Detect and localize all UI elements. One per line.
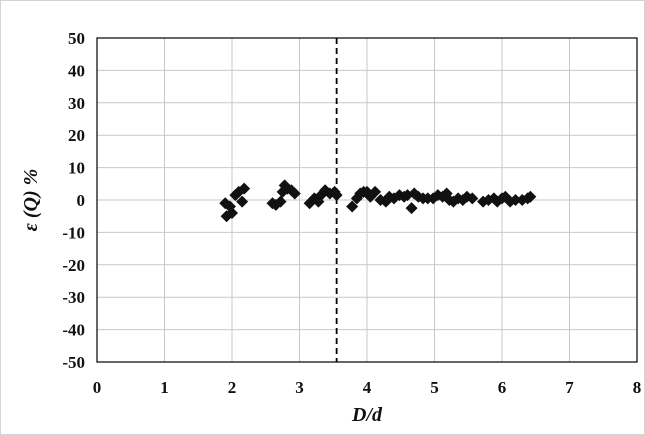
- x-tick-label: 0: [93, 378, 102, 397]
- y-tick-label: -10: [62, 223, 85, 242]
- data-point: [238, 182, 251, 195]
- y-tick-label: 30: [68, 94, 85, 113]
- x-axis-title: D/d: [351, 404, 383, 426]
- data-point: [330, 189, 343, 202]
- data-point: [524, 190, 537, 203]
- y-tick-label: 50: [68, 29, 85, 48]
- y-tick-label: 0: [77, 191, 86, 210]
- data-points: [219, 179, 537, 223]
- x-tick-label: 7: [565, 378, 574, 397]
- y-tick-label: -30: [62, 288, 85, 307]
- x-tick-labels: 0 1 2 3 4 5 6 7 8: [93, 378, 642, 397]
- x-tick-label: 4: [363, 378, 372, 397]
- y-tick-label: 10: [68, 159, 85, 178]
- x-tick-label: 5: [430, 378, 439, 397]
- y-tick-label: -50: [62, 353, 85, 372]
- plot-area: [96, 37, 638, 363]
- x-tick-label: 6: [498, 378, 507, 397]
- data-point: [274, 195, 287, 208]
- y-tick-label: -40: [62, 321, 85, 340]
- data-point: [369, 185, 382, 198]
- data-point: [346, 200, 359, 213]
- x-tick-label: 1: [160, 378, 169, 397]
- data-point: [236, 195, 249, 208]
- y-tick-label: -20: [62, 256, 85, 275]
- data-point: [466, 192, 479, 205]
- data-point: [288, 187, 301, 200]
- y-axis-title: ε (Q) %: [20, 169, 42, 232]
- x-tick-label: 3: [295, 378, 304, 397]
- y-tick-label: 40: [68, 61, 85, 80]
- x-tick-label: 8: [633, 378, 642, 397]
- y-tick-labels: -50 -40 -30 -20 -10 0 10 20 30 40 50: [62, 29, 85, 372]
- data-point: [405, 202, 418, 215]
- data-point: [509, 194, 522, 206]
- data-point: [226, 206, 238, 219]
- x-tick-label: 2: [228, 378, 237, 397]
- y-tick-label: 20: [68, 126, 85, 145]
